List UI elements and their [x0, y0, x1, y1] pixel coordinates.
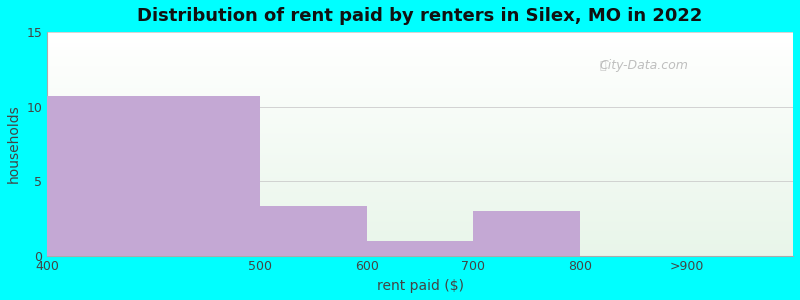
X-axis label: rent paid ($): rent paid ($) — [377, 279, 464, 293]
Bar — [47, 96, 260, 256]
Bar — [367, 241, 474, 256]
Bar — [260, 206, 367, 256]
Text: City-Data.com: City-Data.com — [599, 59, 688, 72]
Text: ⦾: ⦾ — [599, 61, 606, 70]
Bar — [474, 211, 580, 256]
Title: Distribution of rent paid by renters in Silex, MO in 2022: Distribution of rent paid by renters in … — [138, 7, 703, 25]
Bar — [154, 189, 260, 256]
Y-axis label: households: households — [7, 104, 21, 183]
